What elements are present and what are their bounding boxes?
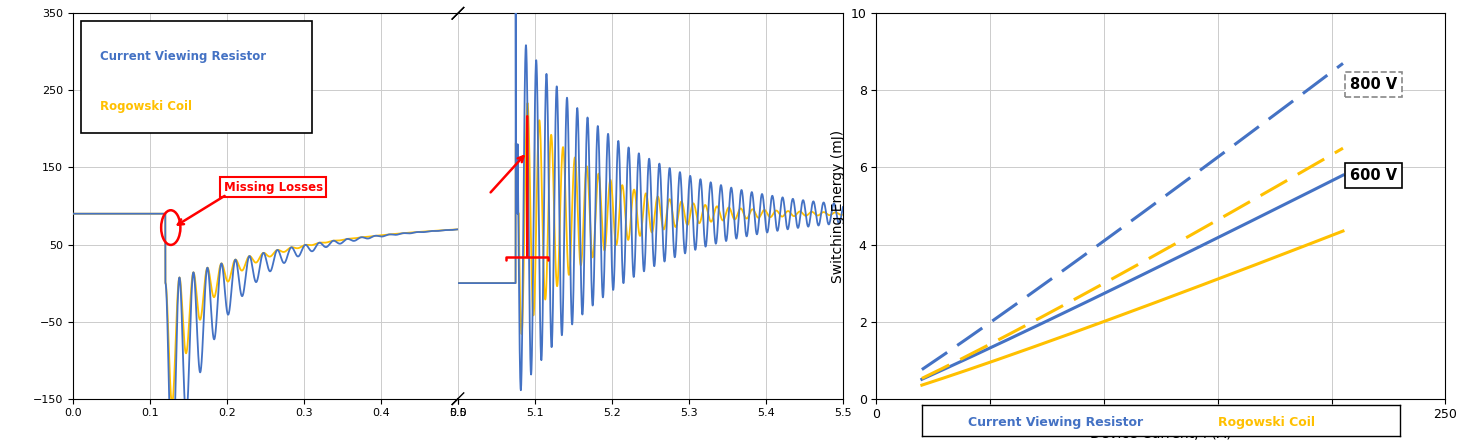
Text: Current Viewing Resistor: Current Viewing Resistor — [99, 50, 266, 62]
Text: Current Viewing Resistor: Current Viewing Resistor — [968, 416, 1143, 429]
X-axis label: Device Current, I (A): Device Current, I (A) — [1091, 427, 1232, 441]
Text: Rogowski Coil: Rogowski Coil — [1218, 416, 1314, 429]
Text: 600 V: 600 V — [1350, 167, 1397, 183]
FancyBboxPatch shape — [80, 21, 311, 133]
Text: 800 V: 800 V — [1350, 77, 1397, 92]
Y-axis label: Switching Energy (mJ): Switching Energy (mJ) — [831, 129, 845, 283]
Text: Missing Losses: Missing Losses — [223, 181, 323, 194]
Text: Rogowski Coil: Rogowski Coil — [99, 100, 191, 113]
